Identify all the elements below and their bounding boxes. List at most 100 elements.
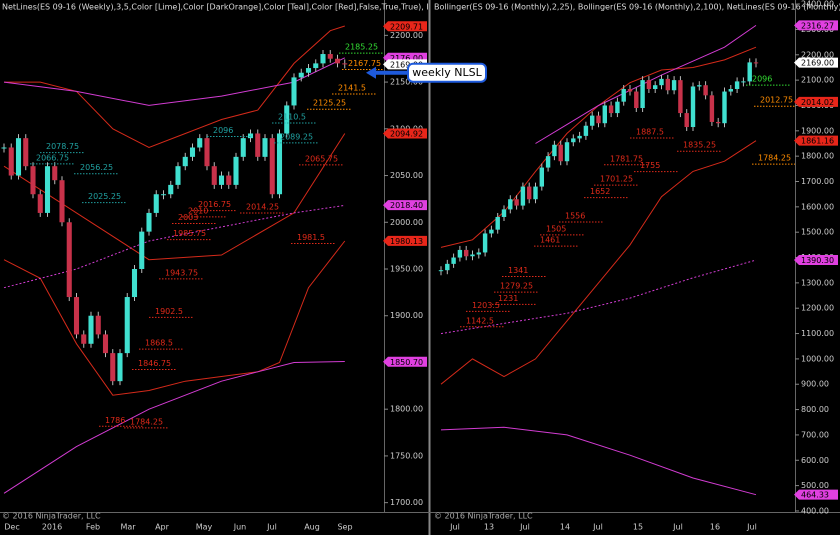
candle-body <box>514 199 519 206</box>
candle-body <box>334 58 341 64</box>
candle-body <box>218 175 225 185</box>
level-label: 2089.25 <box>280 132 313 141</box>
candle-body <box>146 212 152 232</box>
y-tick-label: 2200.00 <box>390 31 423 40</box>
level-label: 2078.75 <box>46 142 79 151</box>
y-tick-label: 1900.00 <box>390 311 423 320</box>
band-line <box>440 140 757 385</box>
indicator-title: NetLines(ES 09-16 (Weekly),3,5,Color [Li… <box>2 3 437 12</box>
candle-body <box>489 229 494 234</box>
candle-body <box>139 231 145 269</box>
candle-body <box>305 68 312 73</box>
y-tick-label: 1600.00 <box>801 202 834 211</box>
level-label: 1755 <box>640 161 660 170</box>
level-label: 2096 <box>213 126 233 135</box>
candle-body <box>690 86 696 128</box>
price-tag <box>383 200 427 211</box>
x-tick-label: Jul <box>519 523 530 532</box>
price-tag <box>794 254 838 265</box>
candle-body <box>342 63 348 65</box>
x-tick-label: 15 <box>633 523 643 532</box>
candle-body <box>168 184 174 195</box>
x-tick-label: Mar <box>120 523 136 532</box>
x-tick-label: Sep <box>337 523 352 532</box>
price-tag <box>794 96 838 107</box>
callout-box <box>407 62 487 83</box>
level-label: 2014.25 <box>246 202 279 211</box>
band-line <box>3 240 346 396</box>
candle-body <box>482 233 488 253</box>
y-tick-label: 600.00 <box>801 456 829 465</box>
level-label: 1985.75 <box>173 229 206 238</box>
candle-body <box>15 138 22 176</box>
y-tick-label: 1900.00 <box>801 126 834 135</box>
candle-body <box>59 180 65 223</box>
candle-body <box>276 133 283 195</box>
candle-body <box>671 80 677 91</box>
level-label: 1505 <box>546 224 566 233</box>
candle-body <box>539 167 545 187</box>
candle-body <box>734 81 740 90</box>
y-tick-label: 800.00 <box>801 405 829 414</box>
y-tick-label: 400.00 <box>801 506 829 515</box>
candle-body <box>117 353 123 382</box>
level-label: 2125.25 <box>313 99 346 108</box>
band-line <box>3 57 346 106</box>
candle-body <box>8 147 14 176</box>
right-panel: 20962012.751784.251887.51835.251781.7517… <box>434 0 840 532</box>
callout-arrow <box>366 66 410 79</box>
level-label: 1887.5 <box>636 127 664 136</box>
candle-body <box>269 138 275 195</box>
candle-body <box>95 315 101 335</box>
level-label: 2003 <box>178 213 198 222</box>
candle-body <box>52 166 58 181</box>
level-label: 1943.75 <box>165 268 198 277</box>
x-tick-label: Dec <box>4 523 19 532</box>
candle-body <box>589 115 595 126</box>
candle-body <box>741 81 746 83</box>
price-tag <box>383 128 427 139</box>
candle-body <box>153 194 159 213</box>
candle-body <box>665 78 671 91</box>
candle-body <box>30 166 36 195</box>
candle-body <box>175 166 181 185</box>
band-line <box>440 259 757 335</box>
level-label: 2167.75 <box>348 59 381 68</box>
candle-body <box>88 315 94 344</box>
y-tick-label: 1500.00 <box>801 228 834 237</box>
level-label: 2025.25 <box>88 192 121 201</box>
candle-body <box>240 138 246 157</box>
level-label: 1203.5 <box>472 301 500 310</box>
candle-body <box>608 105 614 114</box>
candle-body <box>110 353 116 382</box>
candle-body <box>476 252 482 255</box>
level-label: 1784.25 <box>130 417 163 426</box>
x-tick-label: Jul <box>449 523 460 532</box>
x-tick-label: Jun <box>233 523 247 532</box>
level-label: 1902.5 <box>155 307 183 316</box>
level-label: 2066.75 <box>36 153 69 162</box>
candle-body <box>615 101 620 114</box>
level-label: 2010 <box>188 206 208 215</box>
level-label: 1279.25 <box>500 282 533 291</box>
level-label: 1781.75 <box>610 154 643 163</box>
y-tick-label: 1100.00 <box>801 329 834 338</box>
watermark: © 2016 NinjaTrader, LLC <box>2 512 101 521</box>
level-label: 2185.25 <box>345 43 378 52</box>
candle-body <box>508 199 513 210</box>
y-tick-label: 1950.00 <box>390 265 423 274</box>
band-line <box>4 25 345 149</box>
level-label: 1835.25 <box>683 141 716 150</box>
candle-body <box>703 85 708 96</box>
level-label: 1231 <box>498 294 518 303</box>
price-tag <box>794 489 838 500</box>
x-tick-label: May <box>196 523 213 532</box>
candle-body <box>1 147 7 149</box>
level-label: 1786 <box>105 416 125 425</box>
candle-body <box>602 105 608 124</box>
x-tick-label: Jul <box>266 523 277 532</box>
x-tick-label: Jul <box>672 523 683 532</box>
price-tag-label: 1390.30 <box>801 256 834 265</box>
candle-body <box>659 78 664 86</box>
